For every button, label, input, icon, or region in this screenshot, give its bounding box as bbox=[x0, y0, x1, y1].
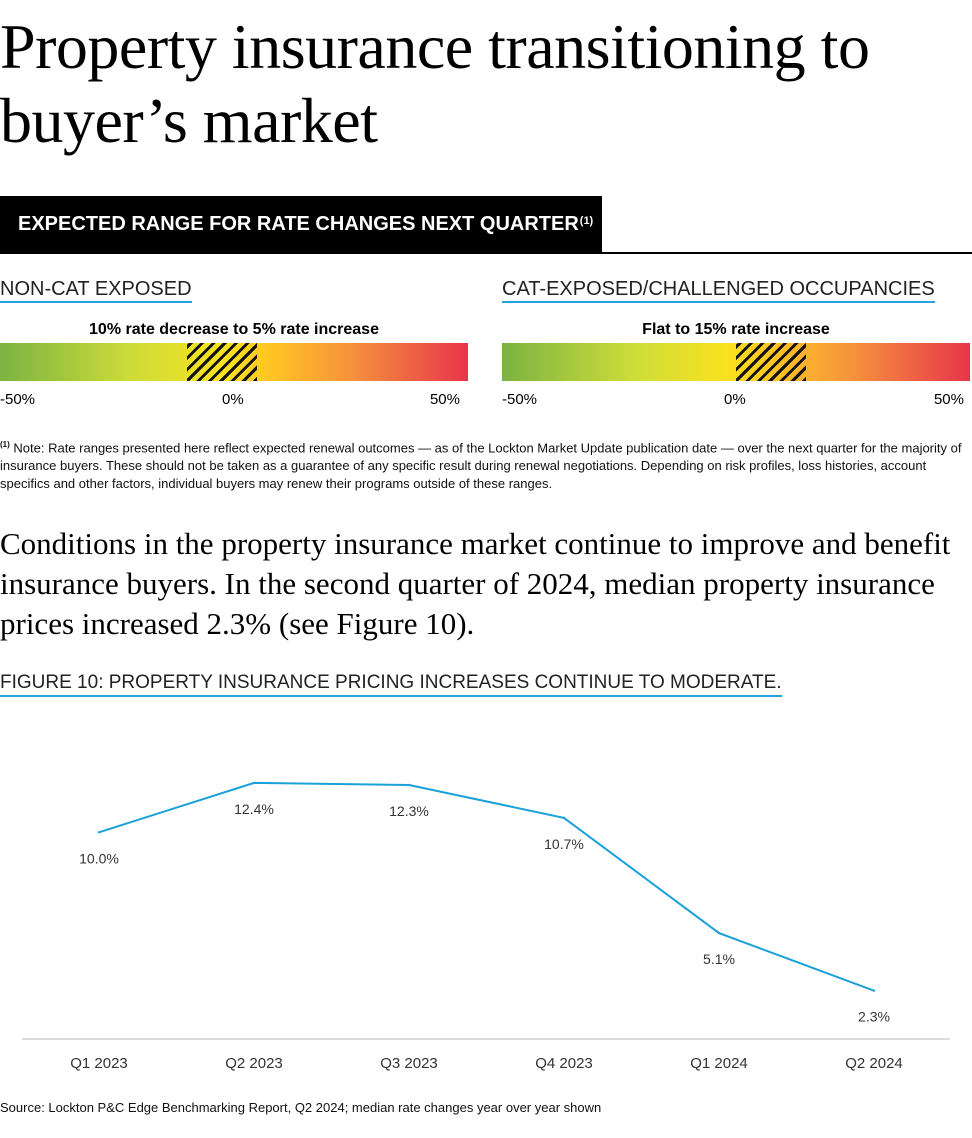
banner-footnote-mark: (1) bbox=[579, 214, 594, 227]
data-label: 10.7% bbox=[544, 836, 584, 852]
banner-text: EXPECTED RANGE FOR RATE CHANGES NEXT QUA… bbox=[18, 213, 579, 235]
scale-label: NON-CAT EXPOSED bbox=[0, 278, 192, 303]
line-chart: 10.0% 12.4% 12.3% 10.7% 5.1% 2.3% Q1 2023 Q2 20… bbox=[22, 781, 950, 1072]
scale-range-text: 10% rate decrease to 5% rate increase bbox=[89, 321, 379, 338]
tick-max: 50% bbox=[933, 391, 964, 408]
scale-label: CAT-EXPOSED/CHALLENGED OCCUPANCIES bbox=[502, 278, 935, 303]
x-tick-label: Q2 2024 bbox=[845, 1055, 903, 1072]
data-label: 5.1% bbox=[703, 951, 735, 967]
body-paragraph: Conditions in the property insurance mar… bbox=[0, 526, 951, 641]
data-label: 12.4% bbox=[234, 801, 274, 817]
scale-ticks: -50% 0% 50% bbox=[502, 391, 970, 411]
page-title: Property insurance transitioning to buye… bbox=[0, 11, 870, 156]
tick-zero: 0% bbox=[724, 391, 746, 408]
x-tick-label: Q2 2023 bbox=[225, 1055, 283, 1072]
x-tick-label: Q1 2023 bbox=[70, 1055, 128, 1072]
series-line bbox=[98, 781, 875, 992]
data-point bbox=[562, 816, 566, 820]
data-point bbox=[872, 989, 876, 992]
scale-ticks: -50% 0% 50% bbox=[0, 391, 468, 411]
source-note: Source: Lockton P&C Edge Benchmarking Re… bbox=[0, 1100, 602, 1115]
footnote: (1) Note: Rate ranges presented here ref… bbox=[0, 436, 966, 493]
banner-rule bbox=[0, 252, 972, 254]
x-tick-label: Q3 2023 bbox=[380, 1055, 438, 1072]
scale-range-text: Flat to 15% rate increase bbox=[642, 321, 830, 338]
data-label: 10.0% bbox=[79, 850, 119, 866]
data-point bbox=[252, 781, 256, 785]
rate-range-banner: EXPECTED RANGE FOR RATE CHANGES NEXT QUA… bbox=[0, 196, 602, 253]
data-point bbox=[407, 783, 411, 787]
figure-caption: FIGURE 10: PROPERTY INSURANCE PRICING IN… bbox=[0, 672, 782, 697]
x-tick-label: Q1 2024 bbox=[690, 1055, 748, 1072]
scale-cat-exposed: CAT-EXPOSED/CHALLENGED OCCUPANCIES Flat … bbox=[502, 278, 970, 411]
expected-range-hatch bbox=[187, 343, 258, 381]
footnote-text: Note: Rate ranges presented here reflect… bbox=[0, 440, 962, 492]
footnote-mark: (1) bbox=[0, 440, 10, 449]
data-point bbox=[97, 831, 101, 834]
tick-min: -50% bbox=[502, 391, 538, 408]
x-tick-label: Q4 2023 bbox=[535, 1055, 593, 1072]
tick-zero: 0% bbox=[222, 391, 244, 408]
rate-gradient-bar bbox=[502, 343, 970, 381]
tick-max: 50% bbox=[429, 391, 460, 408]
scale-non-cat: NON-CAT EXPOSED 10% rate decrease to 5% … bbox=[0, 278, 468, 411]
data-point bbox=[717, 931, 721, 935]
expected-range-hatch bbox=[736, 343, 807, 381]
rate-gradient-bar bbox=[0, 343, 468, 381]
tick-min: -50% bbox=[0, 391, 36, 408]
data-label: 12.3% bbox=[389, 803, 429, 819]
data-label: 2.3% bbox=[858, 1009, 890, 1025]
